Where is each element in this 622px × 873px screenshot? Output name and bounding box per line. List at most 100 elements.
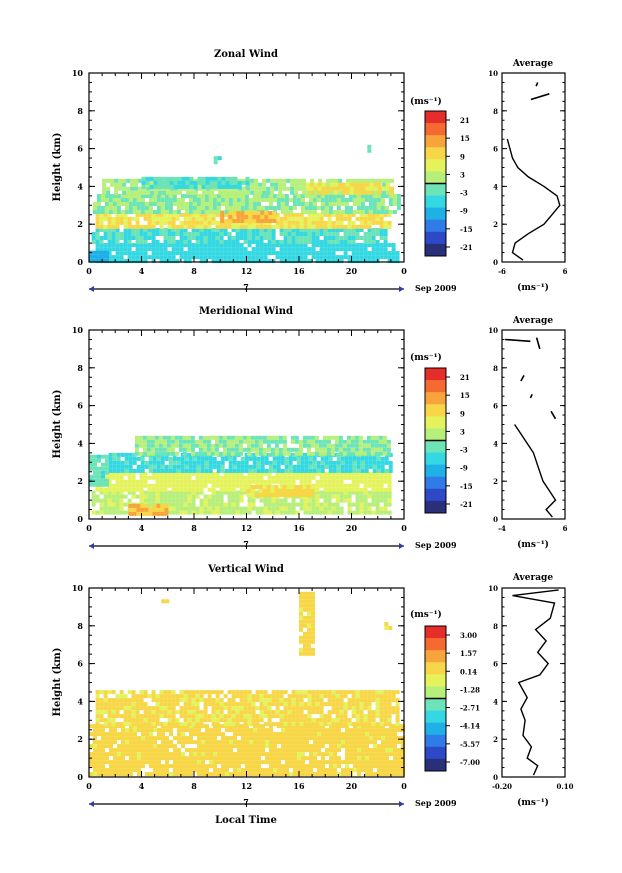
heatmap-cell: [105, 458, 109, 463]
heatmap-cell: [217, 732, 221, 737]
heatmap-cell: [330, 451, 335, 456]
heatmap-cell: [218, 443, 223, 448]
heatmap-cell: [211, 475, 216, 480]
heatmap-cell: [262, 451, 267, 456]
heatmap-cell: [203, 502, 208, 507]
heatmap-cell: [239, 255, 244, 260]
heatmap-cell: [273, 732, 277, 737]
heatmap-cell: [183, 224, 188, 229]
heatmap-cell: [308, 194, 313, 198]
heatmap-cell: [199, 498, 204, 503]
heatmap-cell: [177, 772, 181, 777]
heatmap-cell: [301, 748, 305, 753]
heatmap-cell: [303, 702, 308, 707]
heatmap-cell: [343, 228, 348, 232]
heatmap-cell: [312, 198, 317, 202]
heatmap-cell: [253, 728, 257, 733]
heatmap-cell: [171, 722, 176, 727]
heatmap-cell: [287, 702, 292, 707]
heatmap-cell: [317, 764, 321, 769]
heatmap-cell: [306, 190, 311, 195]
heatmap-cell: [191, 483, 196, 488]
average-profile-line: [506, 138, 561, 261]
heatmap-cell: [375, 490, 380, 495]
heatmap-cell: [311, 243, 316, 248]
heatmap-cell: [147, 212, 152, 217]
heatmap-cell: [132, 452, 137, 457]
heatmap-cell: [387, 487, 392, 492]
heatmap-cell: [202, 435, 207, 440]
heatmap-cell: [147, 247, 152, 252]
heatmap-cell: [279, 243, 284, 248]
heatmap-cell: [329, 764, 333, 769]
heatmap-cell: [273, 768, 277, 773]
heatmap-cell: [131, 251, 136, 256]
heatmap-cell: [151, 494, 156, 499]
heatmap-cell: [307, 706, 312, 711]
heatmap-cell: [183, 228, 188, 232]
heatmap-cell: [272, 198, 277, 202]
heatmap-cell: [300, 210, 305, 214]
heatmap-cell: [107, 494, 112, 499]
heatmap-cell: [181, 760, 185, 765]
heatmap-cell: [163, 232, 168, 236]
heatmap-cell: [203, 232, 208, 236]
heatmap-cell: [304, 464, 309, 469]
heatmap-cell: [349, 736, 353, 741]
heatmap-cell: [315, 498, 320, 503]
heatmap-cell: [128, 503, 133, 508]
heatmap-cell: [383, 494, 388, 499]
heatmap-cell: [183, 479, 188, 484]
heatmap-cell: [215, 475, 220, 480]
heatmap-cell: [121, 768, 125, 773]
heatmap-cell: [371, 212, 376, 217]
heatmap-cell: [182, 443, 187, 448]
heatmap-cell: [171, 714, 176, 719]
heatmap-cell: [270, 435, 275, 440]
heatmap-cell: [166, 447, 171, 452]
heatmap-cell: [327, 251, 332, 256]
heatmap-cell: [219, 702, 224, 707]
heatmap-cell: [154, 435, 159, 440]
heatmap-cell: [183, 483, 188, 488]
heatmap-cell: [345, 182, 350, 187]
heatmap-cell: [388, 194, 393, 198]
heatmap-cell: [109, 748, 113, 753]
heatmap-cell: [335, 494, 340, 499]
heatmap-cell: [326, 447, 331, 452]
heatmap-cell: [278, 489, 283, 493]
heatmap-cell: [211, 236, 216, 240]
heatmap-cell: [251, 232, 256, 236]
heatmap-cell: [103, 722, 108, 727]
heatmap-cell: [271, 694, 276, 699]
heatmap-cell: [99, 236, 104, 240]
heatmap-cell: [329, 740, 333, 745]
heatmap-cell: [383, 498, 388, 503]
heatmap-cell: [346, 451, 351, 456]
heatmap-cell: [271, 232, 276, 236]
heatmap-cell: [209, 764, 213, 769]
heatmap-cell: [163, 698, 168, 703]
heatmap-cell: [150, 182, 155, 187]
heatmap-cell: [232, 206, 237, 210]
heatmap-cell: [363, 259, 368, 264]
heatmap-cell: [247, 510, 252, 515]
heatmap-cell: [227, 722, 232, 727]
heatmap-cell: [355, 479, 360, 484]
heatmap-cell: [253, 764, 257, 769]
heatmap-cell: [235, 718, 240, 723]
heatmap-cell: [391, 243, 396, 248]
heatmap-cell: [115, 247, 120, 252]
heatmap-cell: [322, 443, 327, 448]
heatmap-cell: [93, 728, 97, 733]
heatmap-cell: [381, 728, 385, 733]
heatmap-cell: [283, 240, 288, 244]
heatmap-cell: [236, 202, 241, 206]
heatmap-cell: [175, 710, 180, 715]
heatmap-cell: [270, 485, 275, 489]
heatmap-cell: [155, 710, 160, 715]
heatmap-cell: [203, 479, 208, 484]
heatmap-cell: [199, 232, 204, 236]
heatmap-cell: [271, 702, 276, 707]
heatmap-cell: [159, 220, 164, 225]
